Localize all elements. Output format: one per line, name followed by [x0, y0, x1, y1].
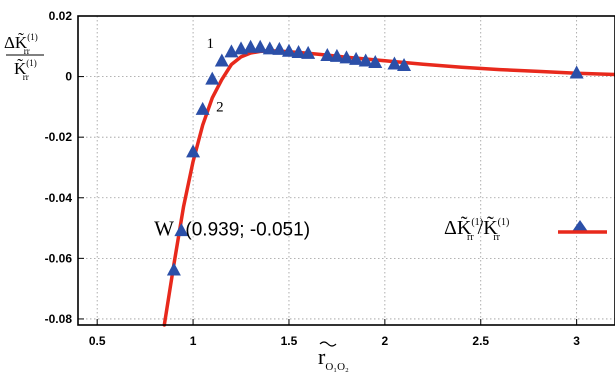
data-point-triangle: [358, 53, 373, 67]
data-point-triangle: [368, 54, 383, 68]
y-axis-label-denominator: K̃(1) rr: [14, 58, 37, 82]
annotation-label: 1: [206, 36, 214, 52]
data-point-triangle: [174, 223, 189, 237]
series-layer: [162, 39, 615, 327]
data-point-triangle: [272, 41, 287, 55]
x-tick-label: 1.5: [281, 334, 298, 348]
y-axis-label-numerator: ΔK̃(1) rr: [4, 32, 38, 56]
data-point-triangle: [234, 41, 249, 55]
data-point-triangle: [214, 53, 229, 67]
plot-frame: [77, 15, 615, 326]
data-point-triangle: [329, 48, 344, 62]
tick-layer: 0.5 1 1.5 2 2.5 3 0.02 0 -0.02 -0.04 -0.06 -0.08: [45, 9, 581, 348]
data-point-triangle: [301, 45, 316, 59]
y-tick-label: -0.08: [45, 312, 73, 326]
data-point-triangle: [569, 65, 584, 79]
data-point-triangle: [320, 47, 335, 61]
data-point-triangle: [281, 43, 296, 57]
y-axis-label: ΔK̃(1) rr K̃(1) rr: [4, 32, 44, 82]
y-tick-label: -0.04: [45, 191, 73, 205]
x-axis-label-text: rO₁O₂: [318, 344, 349, 373]
legend: ΔK̃(1) rr/K̃(1) rr: [444, 215, 607, 243]
annotation-layer: 1 2 W (0.939; -0.051): [154, 36, 310, 241]
x-tick-label: 0.5: [89, 334, 106, 348]
x-axis-label-tilde: [319, 341, 337, 347]
annotation-label: W: [154, 217, 174, 241]
data-point-triangle: [205, 71, 220, 85]
annotation-label: 2: [216, 99, 224, 115]
data-point-triangle: [186, 144, 201, 158]
data-point-triangle: [166, 262, 181, 276]
x-axis-label: rO₁O₂: [318, 341, 349, 373]
y-tick-label: 0: [65, 70, 72, 84]
y-tick-label: -0.02: [45, 130, 73, 144]
data-point-triangle: [262, 41, 277, 55]
x-tick-label: 3: [573, 334, 580, 348]
data-point-triangle: [291, 44, 306, 58]
y-tick-label: 0.02: [49, 9, 73, 23]
data-point-triangle: [339, 50, 354, 64]
x-tick-label: 2.5: [472, 334, 489, 348]
y-tick-label: -0.06: [45, 251, 73, 265]
data-point-triangle: [349, 51, 364, 65]
data-point-triangle: [253, 39, 268, 53]
data-point-triangle: [397, 57, 412, 71]
data-point-triangle: [243, 39, 258, 53]
legend-marker-triangle: [571, 220, 589, 233]
legend-label: ΔK̃(1) rr/K̃(1) rr: [444, 215, 509, 243]
x-tick-label: 2: [382, 334, 389, 348]
series-line: [162, 49, 615, 327]
x-tick-label: 1: [190, 334, 197, 348]
annotation-label: (0.939; -0.051): [185, 220, 310, 241]
data-point-triangle: [195, 101, 210, 115]
data-point-triangle: [387, 56, 402, 70]
